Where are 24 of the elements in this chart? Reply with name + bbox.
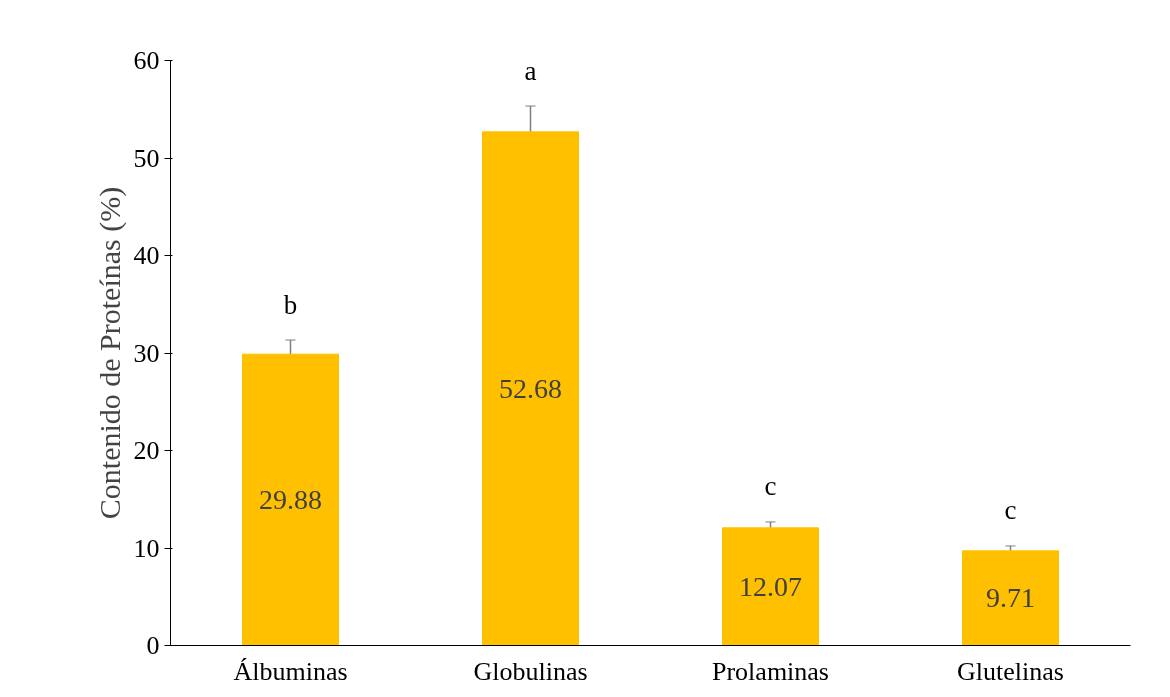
annotation: c — [1004, 495, 1017, 526]
x-tick-label: Globulinas — [473, 656, 588, 686]
y-axis-title: Contenido de Proteínas (%) — [92, 186, 127, 520]
y-tick-label: 60 — [133, 46, 160, 75]
x-tick-label: Prolaminas — [712, 656, 830, 686]
data-label: 52.68 — [499, 372, 562, 404]
x-tick-label: Glutelinas — [957, 656, 1064, 686]
annotation: a — [524, 55, 537, 86]
annotation: b — [283, 289, 298, 320]
bar — [482, 131, 579, 646]
y-tick-label: 20 — [133, 436, 160, 465]
y-tick-label: 40 — [133, 241, 160, 270]
bar — [962, 550, 1059, 646]
y-tick-label: 30 — [133, 338, 160, 368]
bar — [242, 353, 339, 646]
y-tick-label: 10 — [133, 533, 160, 563]
data-label: 12.07 — [739, 570, 802, 602]
y-tick-label: 0 — [146, 631, 160, 660]
y-tick-label: 50 — [133, 143, 160, 173]
annotation: c — [764, 471, 777, 502]
data-label: 29.88 — [259, 483, 322, 515]
x-tick-label: Álbuminas — [233, 656, 348, 686]
data-label: 9.71 — [986, 582, 1035, 614]
bar — [722, 527, 819, 646]
